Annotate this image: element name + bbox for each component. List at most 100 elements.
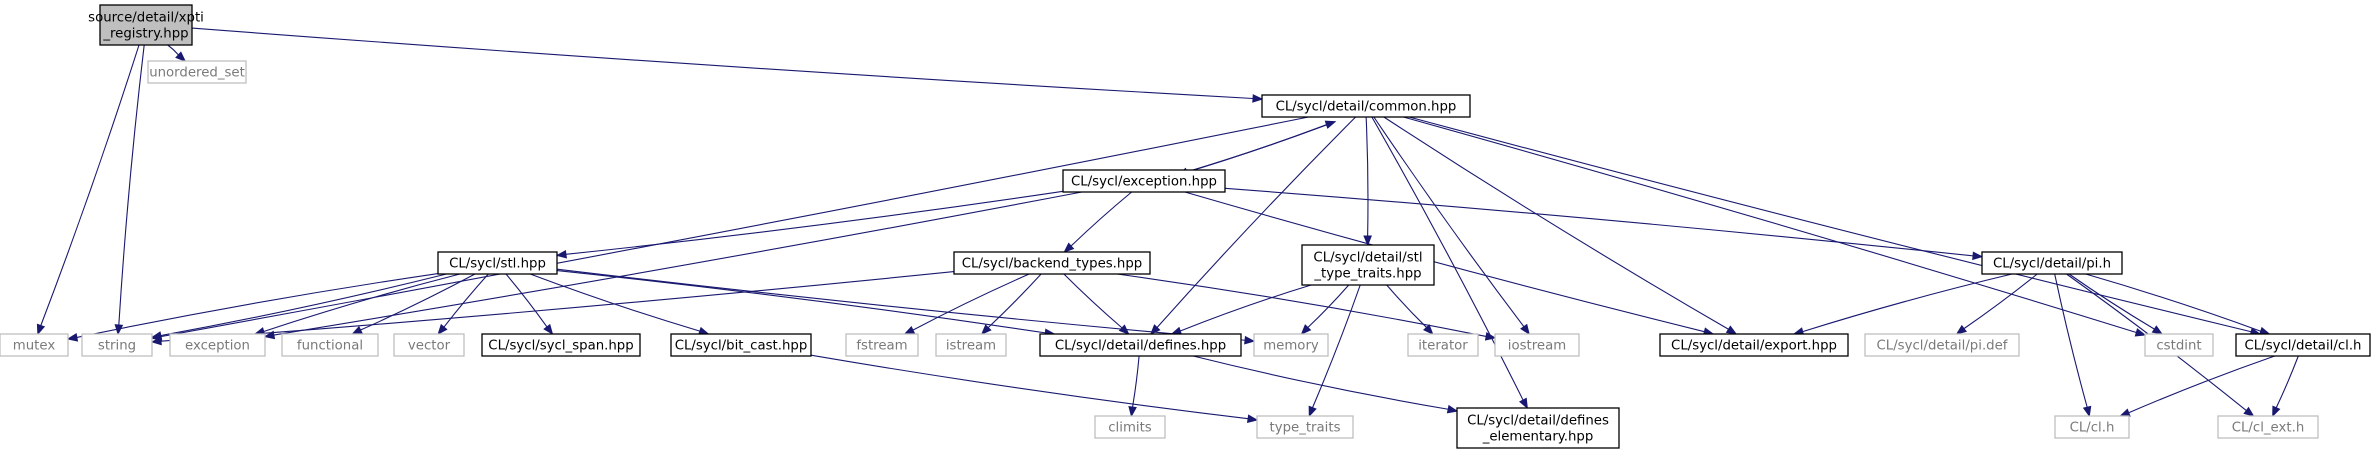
node-box [481, 333, 641, 357]
node-box [953, 251, 1151, 275]
arrowhead-icon [1520, 323, 1530, 336]
edge-root-to-mutex [36, 44, 140, 336]
edge-line [1156, 116, 1357, 328]
edge-pi_h-to-cstdint [2068, 273, 2164, 335]
edge-stl_type_traits-to-memory [1300, 284, 1350, 335]
node-label: fstream [856, 339, 907, 354]
edge-line [556, 270, 1046, 334]
edge-line [987, 273, 1042, 328]
edge-pi_h-to-export [1792, 273, 2013, 336]
node-mutex: mutex [0, 333, 69, 357]
edge-common-to-defines [1149, 116, 1357, 335]
arrowhead-icon [543, 323, 554, 336]
edge-line [160, 273, 447, 337]
edge-backend_types-to-defines [1063, 273, 1130, 335]
edge-line [1373, 116, 1525, 328]
arrowhead-icon [175, 51, 187, 62]
edge-line [1063, 273, 1123, 329]
node-label: functional [297, 339, 363, 354]
arrowhead-icon [36, 323, 46, 336]
node-exception[interactable]: CL/sycl/exception.hpp [1062, 169, 1226, 193]
edge-backend_types-to-istream [980, 273, 1042, 335]
node-box [147, 60, 247, 84]
node-label: cstdint [2156, 339, 2201, 354]
node-box [281, 333, 379, 357]
edge-line [263, 273, 461, 332]
node-label: CL/cl.h [2070, 421, 2115, 436]
node-export[interactable]: CL/sycl/detail/export.hpp [1659, 333, 1849, 357]
edge-root-to-common [191, 27, 1264, 103]
node-label: iostream [1508, 339, 1566, 354]
node-box [1039, 333, 1242, 357]
node-label: _type_traits.hpp [1313, 267, 1421, 282]
arrowhead-icon [1246, 414, 1259, 423]
arrowhead-icon [1446, 404, 1459, 414]
node-box [1494, 333, 1580, 357]
node-bit-cast[interactable]: CL/sycl/bit_cast.hpp [670, 333, 812, 357]
node-label: CL/sycl/detail/pi.h [1993, 257, 2111, 272]
edge-common-to-stl_type_traits [1363, 116, 1372, 247]
arrowhead-icon [437, 323, 448, 336]
arrowhead-icon [1423, 324, 1434, 335]
node-label: unordered_set [149, 66, 245, 81]
node-root[interactable]: source/detail/xpti_registry.hpp [88, 4, 204, 46]
arrowhead-icon [1252, 94, 1264, 103]
node-sycl-span[interactable]: CL/sycl/sycl_span.hpp [481, 333, 641, 357]
arrowhead-icon [555, 249, 567, 259]
node-label: CL/sycl/stl.hpp [449, 257, 546, 272]
node-box [1864, 333, 2020, 357]
arrowhead-icon [1300, 324, 1312, 335]
node-box [393, 333, 465, 357]
edge-line [1312, 284, 1361, 408]
node-pi-h[interactable]: CL/sycl/detail/pi.h [1981, 251, 2123, 275]
edge-exception-to-pi_h [1224, 187, 1984, 261]
edge-stl_type_traits-to-type_traits [1308, 284, 1361, 418]
node-cl-h-detail[interactable]: CL/sycl/detail/cl.h [2235, 333, 2371, 357]
edge-line [2054, 273, 2088, 408]
edge-line [1070, 191, 1133, 247]
edge-backend_types-to-iostream [1116, 273, 1497, 341]
arrowhead-icon [2151, 325, 2164, 335]
node-box [1253, 333, 1329, 357]
node-label: type_traits [1269, 421, 1340, 436]
arrowhead-icon [2243, 406, 2255, 417]
edge-line [505, 273, 548, 328]
node-box [81, 333, 153, 357]
edge-line [191, 27, 1254, 100]
edge-line [1116, 273, 1487, 337]
node-label: exception [185, 339, 250, 354]
node-defines-elementary[interactable]: CL/sycl/detail/defines_elementary.hpp [1456, 407, 1620, 449]
node-label: istream [946, 339, 996, 354]
node-label: memory [1263, 339, 1319, 354]
edge-common-to-defines_elementary [1371, 116, 1528, 410]
edge-line [1132, 355, 1140, 408]
edge-line [2068, 273, 2155, 330]
arrowhead-icon [1324, 120, 1337, 129]
node-cl-h: CL/cl.h [2054, 415, 2130, 439]
edge-line [118, 44, 145, 326]
edges-layer [36, 27, 2299, 423]
edge-line [1386, 284, 1427, 328]
node-box [2054, 415, 2130, 439]
edge-line [912, 273, 1030, 331]
node-vector: vector [393, 333, 465, 357]
node-box [1094, 415, 1166, 439]
node-box [2144, 333, 2214, 357]
node-stl[interactable]: CL/sycl/stl.hpp [437, 251, 558, 275]
node-box [2235, 333, 2371, 357]
node-label: vector [408, 339, 451, 354]
node-box [99, 4, 193, 46]
edge-line [76, 272, 439, 338]
node-common[interactable]: CL/sycl/detail/common.hpp [1261, 94, 1471, 118]
edge-line [1365, 116, 1369, 237]
edge-line [167, 44, 179, 56]
node-stl-type-traits[interactable]: CL/sycl/detail/stl_type_traits.hpp [1301, 244, 1435, 286]
node-label: string [98, 339, 136, 354]
edge-exception-to-stl [555, 190, 1064, 259]
node-fstream: fstream [845, 333, 919, 357]
node-backend-types[interactable]: CL/sycl/backend_types.hpp [953, 251, 1151, 275]
node-defines[interactable]: CL/sycl/detail/defines.hpp [1039, 333, 1242, 357]
edge-line [40, 44, 140, 326]
node-label: source/detail/xpti [88, 11, 204, 26]
